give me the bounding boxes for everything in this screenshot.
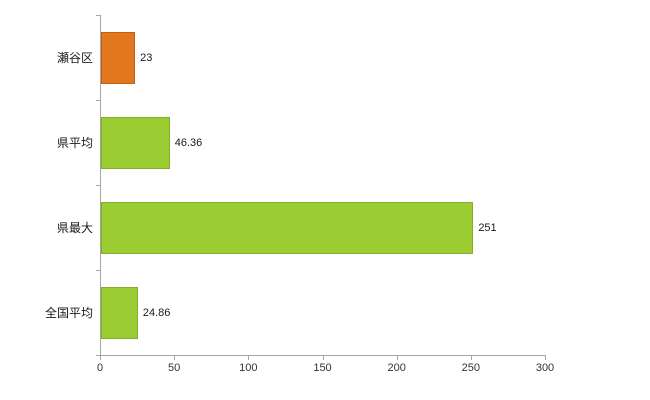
x-axis-tick-label: 250 <box>461 362 481 374</box>
x-axis-tick <box>100 356 101 360</box>
x-axis-tick <box>248 356 250 360</box>
chart-row: 県最大 251 <box>57 185 546 270</box>
category-label: 瀬谷区 <box>56 51 93 65</box>
x-axis-tick <box>545 356 546 360</box>
x-axis-tick <box>470 356 472 360</box>
x-axis-tick-label: 300 <box>535 362 555 374</box>
category-label: 県平均 <box>56 136 93 150</box>
x-axis-tick <box>322 356 324 360</box>
plot-area: 瀬谷区 23 県平均 46.36 県最大 251 全国平均 24.86 <box>45 15 546 356</box>
x-axis-tick-label: 0 <box>96 362 104 374</box>
y-axis-tick <box>96 355 100 356</box>
y-axis-tick <box>96 100 100 101</box>
chart-row: 全国平均 24.86 <box>45 270 546 355</box>
y-axis-tick <box>96 185 100 186</box>
x-axis-tick-label: 100 <box>239 362 258 374</box>
bar-1 <box>101 116 170 169</box>
x-axis-tick-label: 50 <box>168 362 181 374</box>
y-axis-tick <box>96 270 100 271</box>
x-axis-tick <box>396 356 398 360</box>
bar-0 <box>101 31 136 84</box>
chart-row: 瀬谷区 23 <box>57 15 546 100</box>
category-label: 全国平均 <box>44 306 93 320</box>
chart-row: 県平均 46.36 <box>57 100 546 185</box>
x-axis-tick <box>174 356 176 360</box>
x-axis-tick-label: 150 <box>313 362 332 374</box>
value-label: 23 <box>140 51 153 64</box>
value-label: 46.36 <box>174 136 203 149</box>
x-axis-tick-label: 200 <box>387 362 406 374</box>
bar-2 <box>101 201 474 254</box>
value-label: 24.86 <box>142 306 171 319</box>
category-label: 県最大 <box>56 221 93 235</box>
value-label: 251 <box>478 221 497 234</box>
bar-3 <box>101 286 138 339</box>
y-axis-tick <box>96 15 100 16</box>
